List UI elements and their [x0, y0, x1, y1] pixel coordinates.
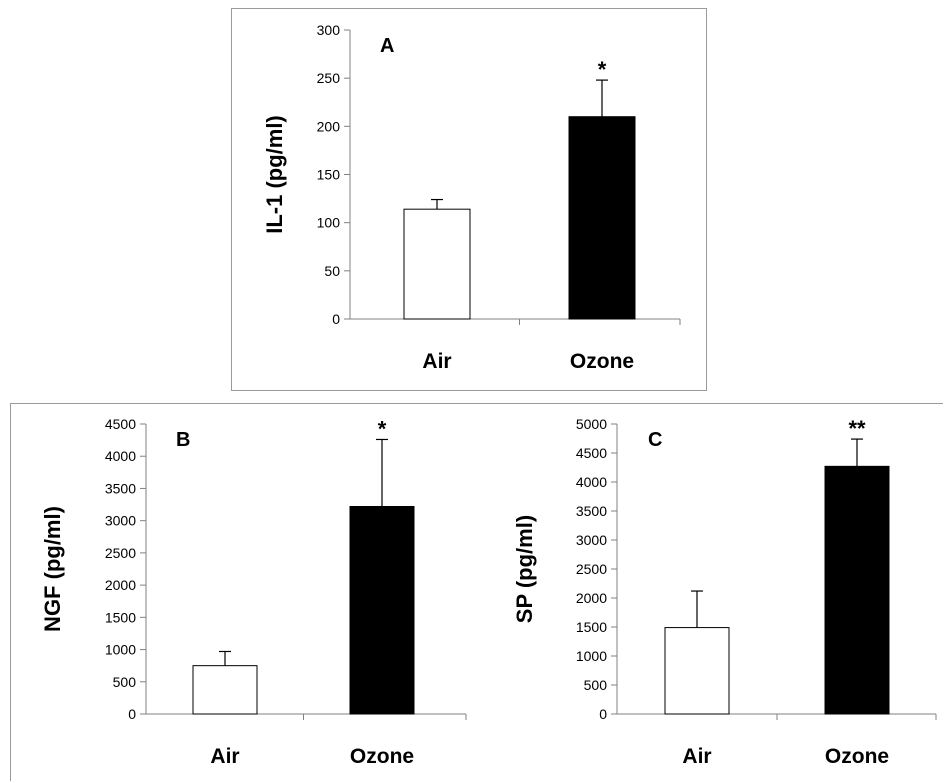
y-tick-label: 0: [128, 706, 136, 722]
y-tick-label: 1500: [576, 619, 607, 635]
category-label: Ozone: [350, 745, 414, 768]
y-tick-label: 2000: [576, 590, 607, 606]
category-label: Air: [682, 745, 711, 768]
bar-air: [664, 627, 730, 715]
y-tick-label: 1000: [105, 642, 136, 658]
y-tick-label: 3000: [576, 532, 607, 548]
category-label: Air: [422, 350, 451, 373]
panel-label: C: [648, 429, 662, 451]
category-label: Ozone: [825, 745, 889, 768]
significance-marker: *: [598, 57, 607, 82]
y-tick-label: 2500: [105, 545, 136, 561]
bar-ozone: [824, 465, 890, 715]
y-tick-label: 300: [317, 22, 341, 38]
y-tick-label: 50: [324, 263, 340, 279]
y-tick-label: 250: [317, 70, 341, 86]
y-tick-label: 1500: [105, 609, 136, 625]
panel-label: A: [380, 35, 394, 57]
y-tick-label: 2000: [105, 577, 136, 593]
y-tick-label: 0: [332, 311, 340, 327]
bar-air: [403, 208, 471, 320]
y-tick-label: 150: [317, 167, 341, 183]
y-tick-label: 3000: [105, 513, 136, 529]
y-tick-label: 0: [599, 706, 607, 722]
category-label: Air: [210, 745, 239, 768]
bar-air: [192, 665, 258, 715]
bar-ozone: [349, 505, 415, 715]
y-axis-label: NGF (pg/ml): [40, 506, 65, 632]
y-axis-label: SP (pg/ml): [512, 515, 537, 623]
significance-marker: **: [848, 416, 866, 441]
y-tick-label: 2500: [576, 561, 607, 577]
y-tick-label: 500: [113, 674, 137, 690]
y-tick-label: 4500: [576, 445, 607, 461]
y-tick-label: 4500: [105, 416, 136, 432]
y-axis-label: IL-1 (pg/ml): [262, 115, 287, 234]
panel-label: B: [176, 429, 190, 451]
y-tick-label: 3500: [105, 480, 136, 496]
y-tick-label: 5000: [576, 416, 607, 432]
y-tick-label: 1000: [576, 648, 607, 664]
y-tick-label: 4000: [105, 448, 136, 464]
panel-bc-frame: [10, 403, 943, 781]
y-tick-label: 100: [317, 215, 341, 231]
y-tick-label: 3500: [576, 503, 607, 519]
category-label: Ozone: [570, 350, 634, 373]
y-tick-label: 4000: [576, 474, 607, 490]
bar-ozone: [568, 116, 636, 320]
y-tick-label: 500: [584, 677, 608, 693]
significance-marker: *: [378, 416, 387, 441]
y-tick-label: 200: [317, 118, 341, 134]
panel-a-frame: [231, 8, 707, 391]
